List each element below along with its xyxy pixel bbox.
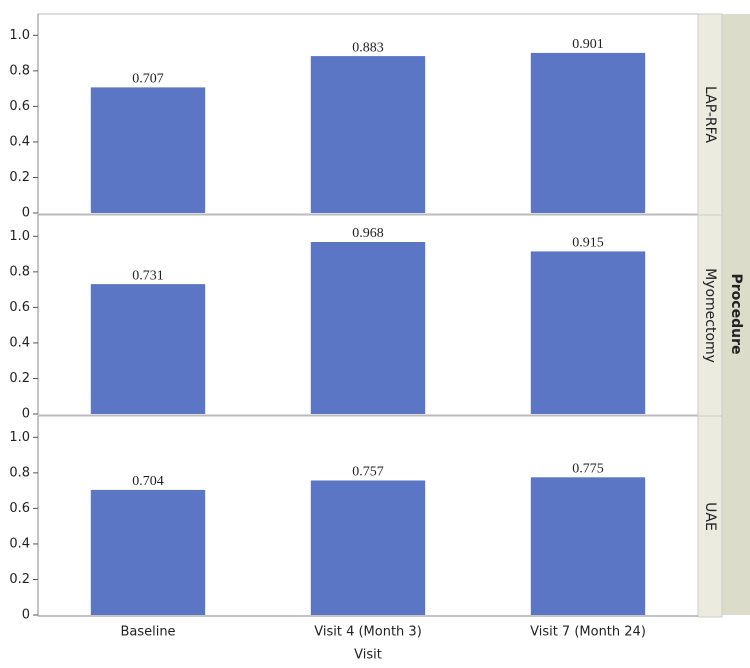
y-tick-label: 0.8	[9, 63, 30, 78]
bar	[530, 52, 646, 213]
facet-strip	[697, 13, 723, 216]
y-tick-label: 0.8	[9, 465, 30, 480]
y-tick-label: 0.2	[9, 572, 30, 587]
facet-group-label: Procedure	[728, 274, 744, 355]
value-label: 0.704	[132, 474, 164, 489]
y-tick-label: 0.8	[9, 264, 30, 279]
y-tick-label: 0.6	[9, 99, 30, 114]
bar	[90, 87, 206, 213]
value-label: 0.707	[132, 72, 164, 87]
bar	[310, 242, 426, 414]
value-label: 0.757	[352, 465, 384, 480]
y-tick-label: 0.6	[9, 300, 30, 315]
value-label: 0.901	[572, 37, 604, 52]
x-tick-label: Baseline	[120, 625, 175, 640]
bar	[530, 251, 646, 414]
facet-strip	[697, 214, 723, 417]
x-axis-title: Visit	[354, 648, 382, 663]
value-label: 0.883	[352, 40, 384, 55]
y-tick-label: 0.6	[9, 501, 30, 516]
group-strip	[722, 14, 750, 615]
y-tick-label: 0	[22, 407, 30, 422]
value-label: 0.915	[572, 236, 604, 251]
x-tick-label: Visit 7 (Month 24)	[530, 625, 646, 640]
y-tick-label: 0.4	[9, 335, 30, 350]
y-tick-label: 0	[22, 608, 30, 623]
y-tick-label: 1.0	[9, 28, 30, 43]
value-label: 0.731	[132, 268, 164, 283]
x-tick-label: Visit 4 (Month 3)	[314, 625, 422, 640]
facet-label: UAE	[702, 502, 718, 531]
facet-strip	[697, 415, 723, 618]
facet-label: Myomectomy	[702, 268, 718, 363]
bar	[530, 477, 646, 615]
y-tick-label: 0.2	[9, 170, 30, 185]
y-tick-label: 0.2	[9, 371, 30, 386]
facet-label: LAP-RFA	[702, 86, 718, 143]
y-tick-label: 0.4	[9, 134, 30, 149]
y-tick-label: 1.0	[9, 229, 30, 244]
bar	[310, 480, 426, 615]
value-label: 0.968	[352, 226, 384, 241]
bar	[310, 56, 426, 214]
value-label: 0.775	[572, 462, 604, 477]
bar	[90, 284, 206, 414]
y-tick-label: 0.4	[9, 536, 30, 551]
bar	[90, 489, 206, 615]
y-tick-label: 0	[22, 206, 30, 221]
y-tick-label: 1.0	[9, 430, 30, 445]
